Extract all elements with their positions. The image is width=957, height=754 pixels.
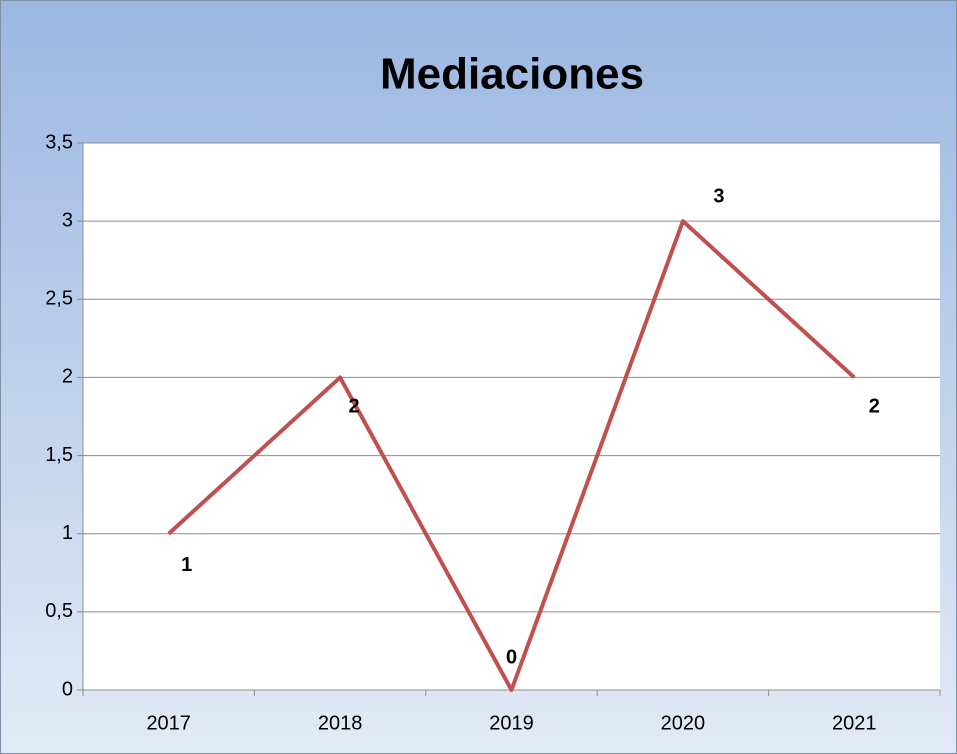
x-tick-label: 2021: [832, 712, 877, 734]
data-label: 0: [506, 646, 517, 668]
y-tick-label: 1,5: [45, 444, 73, 466]
chart-title: Mediaciones: [380, 50, 644, 99]
y-tick-label: 3,5: [45, 131, 73, 153]
data-label: 2: [349, 396, 360, 418]
y-tick-label: 2,5: [45, 288, 73, 310]
y-tick-label: 2: [62, 366, 73, 388]
data-label: 1: [181, 554, 192, 576]
plot-area: [83, 143, 940, 690]
data-label: 3: [713, 185, 724, 207]
y-tick-label: 0,5: [45, 600, 73, 622]
y-tick-label: 1: [62, 522, 73, 544]
y-tick-label: 0: [62, 678, 73, 700]
line-series: [167, 219, 856, 692]
x-tick-label: 2019: [489, 712, 534, 734]
y-tick-label: 3: [62, 209, 73, 231]
data-label: 2: [869, 396, 880, 418]
x-tick-label: 2020: [661, 712, 706, 734]
x-tick-label: 2017: [146, 712, 191, 734]
x-tick-label: 2018: [318, 712, 363, 734]
